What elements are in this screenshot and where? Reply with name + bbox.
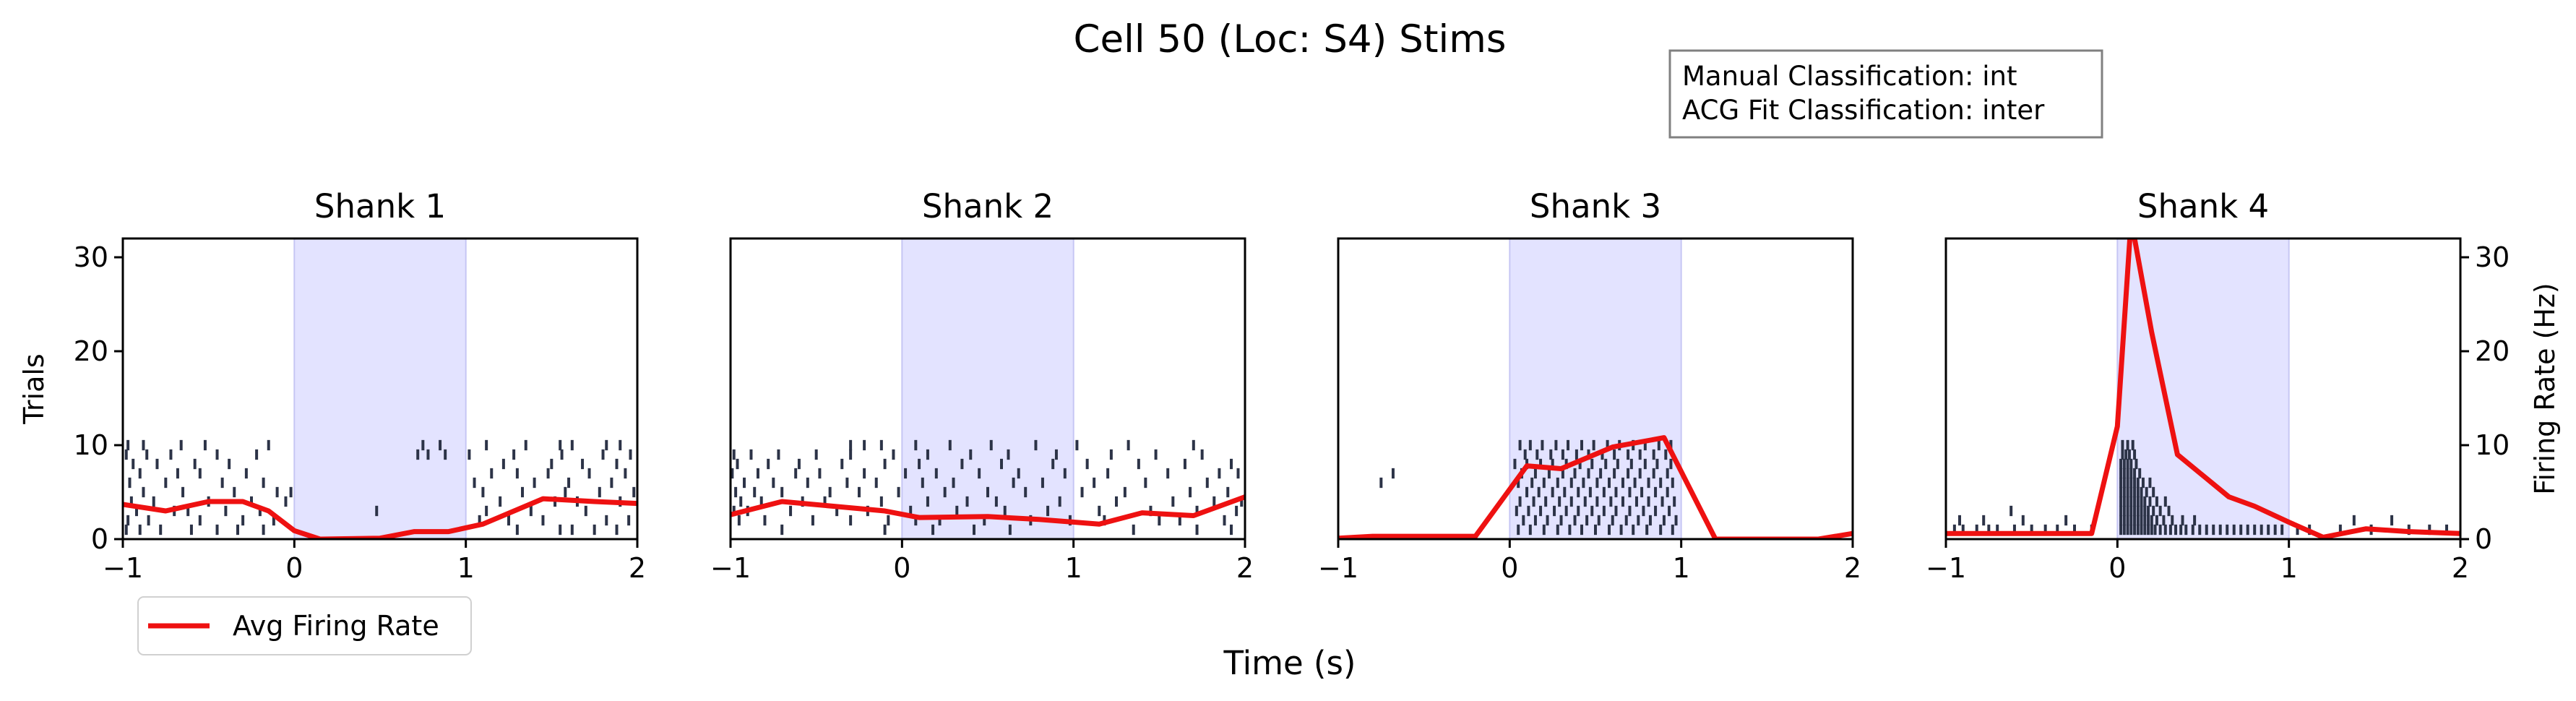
plot-area bbox=[731, 238, 1245, 539]
x-tick-label: 1 bbox=[1065, 552, 1082, 584]
x-tick-label: −1 bbox=[1318, 552, 1358, 584]
x-tick-label: 2 bbox=[2452, 552, 2469, 584]
x-tick-label: 0 bbox=[1501, 552, 1518, 584]
y2-tick-label: 20 bbox=[2475, 335, 2510, 367]
legend-label: Avg Firing Rate bbox=[233, 610, 439, 642]
panel-title: Shank 3 bbox=[1530, 187, 1661, 225]
avg-firing-rate-line bbox=[1946, 238, 2460, 539]
x-tick-label: 0 bbox=[2108, 552, 2126, 584]
x-tick-label: 2 bbox=[629, 552, 646, 584]
plot-area bbox=[123, 238, 637, 539]
x-tick-label: 2 bbox=[1236, 552, 1254, 584]
acg-fit-classification-text: ACG Fit Classification: inter bbox=[1682, 95, 2045, 126]
x-tick-label: −1 bbox=[103, 552, 143, 584]
y-tick-label: 10 bbox=[74, 429, 108, 461]
plot-area bbox=[1338, 238, 1853, 539]
stim-window bbox=[293, 238, 467, 539]
y-axis-label: Trials bbox=[18, 353, 50, 424]
manual-classification-text: Manual Classification: int bbox=[1682, 61, 2017, 92]
x-tick-label: 0 bbox=[285, 552, 303, 584]
y-tick-label: 0 bbox=[91, 523, 108, 555]
avg-firing-rate-line bbox=[1338, 435, 1853, 539]
x-tick-label: 1 bbox=[457, 552, 475, 584]
x-axis-label: Time (s) bbox=[1223, 644, 1356, 682]
panel-shank-3: Shank 3 −1 0 1 2 bbox=[1318, 187, 1861, 584]
y-tick-label: 30 bbox=[74, 241, 108, 273]
figure-title: Cell 50 (Loc: S4) Stims bbox=[1073, 17, 1506, 61]
panel-title: Shank 4 bbox=[2137, 187, 2269, 225]
axes-frame bbox=[1944, 237, 2462, 541]
x-tick-label: 2 bbox=[1844, 552, 1861, 584]
y2-tick-label: 0 bbox=[2475, 523, 2492, 555]
panel-title: Shank 2 bbox=[922, 187, 1054, 225]
classification-box: Manual Classification: int ACG Fit Class… bbox=[1668, 49, 2103, 139]
y-tick-label: 20 bbox=[74, 335, 108, 367]
x-tick-label: −1 bbox=[1926, 552, 1966, 584]
plot-area bbox=[1946, 238, 2460, 539]
x-tick-label: 1 bbox=[1673, 552, 1690, 584]
avg-firing-rate-line bbox=[731, 494, 1245, 527]
y2-axis-label: Firing Rate (Hz) bbox=[2529, 283, 2561, 495]
x-tick-label: 0 bbox=[893, 552, 910, 584]
legend: Avg Firing Rate bbox=[137, 596, 472, 655]
panel-title: Shank 1 bbox=[314, 187, 446, 225]
axes-frame bbox=[121, 237, 639, 541]
axes-frame bbox=[1337, 237, 1854, 541]
y2-tick-label: 30 bbox=[2475, 241, 2510, 273]
x-tick-label: −1 bbox=[710, 552, 751, 584]
panel-shank-2: Shank 2 −1 0 1 2 bbox=[710, 187, 1254, 584]
x-tick-label: 1 bbox=[2280, 552, 2298, 584]
axes-frame bbox=[729, 237, 1246, 541]
y2-tick-label: 10 bbox=[2475, 429, 2510, 461]
